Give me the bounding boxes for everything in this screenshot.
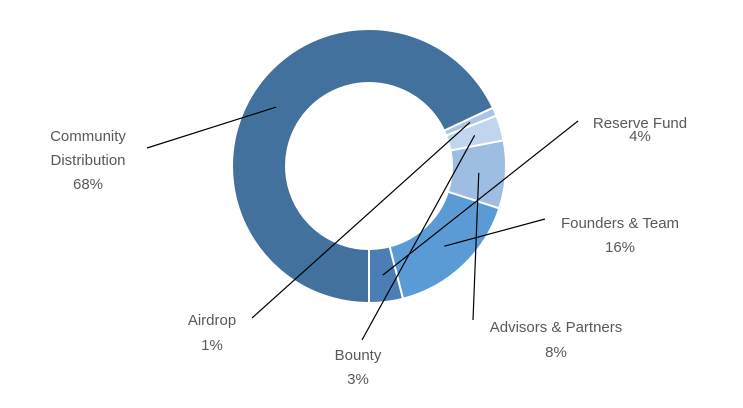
slice-value-label-bounty: 3% (347, 371, 369, 388)
slice-name-label-advisors-and-partners: Advisors & Partners (490, 319, 623, 336)
slice-value-label-airdrop: 1% (201, 337, 223, 354)
slice-value-label-founders-and-team: 16% (605, 239, 635, 256)
slice-name-label-community-distribution: Community (50, 128, 126, 145)
slice-name-label-bounty: Bounty (335, 347, 382, 364)
leader-line-advisors-and-partners (472, 172, 480, 321)
slice-value-label-reserve-fund: 4% (629, 128, 651, 145)
slice-value-label-community-distribution: 68% (73, 176, 103, 193)
leader-line-founders-and-team (444, 218, 546, 247)
leader-line-airdrop (251, 121, 471, 319)
slice-founders-and-team (388, 190, 501, 300)
donut-slices (231, 28, 507, 305)
slice-name-label-community-distribution: Distribution (50, 152, 125, 169)
leader-line-reserve-fund (382, 120, 579, 276)
leader-lines (146, 106, 579, 341)
slice-name-label-reserve-fund: Reserve Fund (593, 115, 687, 132)
slice-value-label-advisors-and-partners: 8% (545, 344, 567, 361)
leader-line-bounty (361, 135, 476, 341)
slice-name-label-airdrop: Airdrop (188, 312, 236, 329)
slice-community-distribution (231, 28, 495, 305)
slice-name-label-founders-and-team: Founders & Team (561, 215, 679, 232)
leader-line-community-distribution (146, 106, 277, 149)
